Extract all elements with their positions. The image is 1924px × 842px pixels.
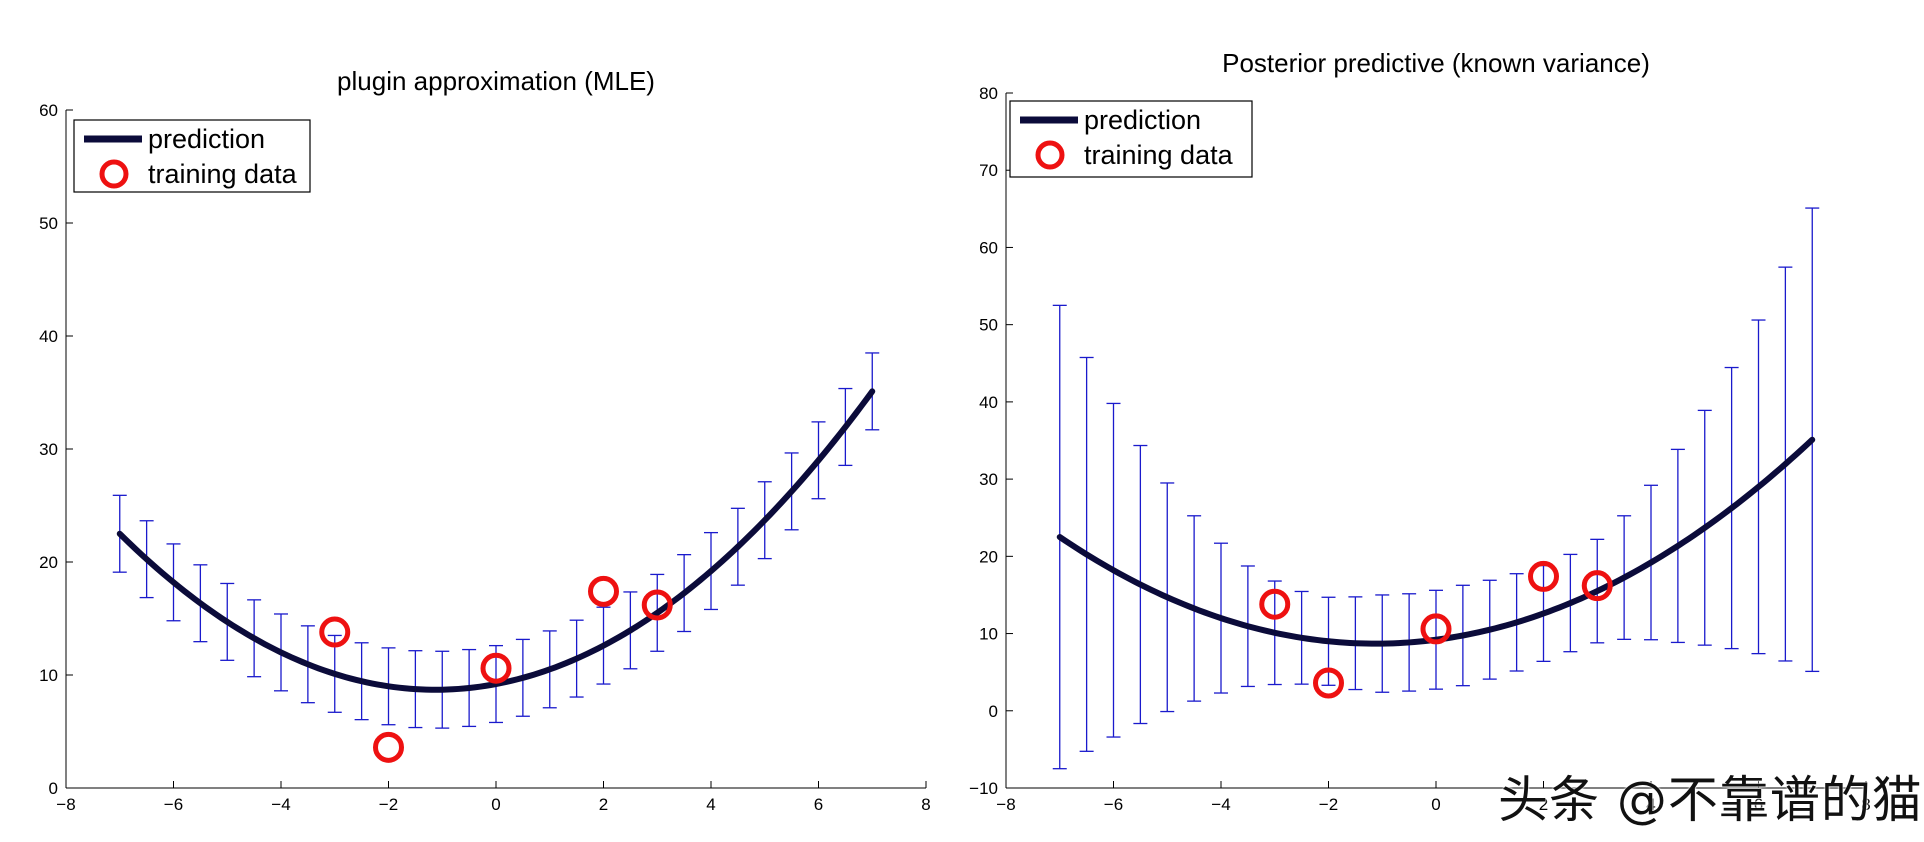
x-tick-label: −4 <box>271 795 290 814</box>
legend-label-prediction: prediction <box>148 124 265 154</box>
x-tick-label: 0 <box>491 795 500 814</box>
y-tick-label: −10 <box>969 779 998 798</box>
training-point <box>1259 588 1291 620</box>
legend-label-training: training data <box>1084 140 1234 170</box>
training-point <box>1581 570 1613 602</box>
y-tick-label: 60 <box>39 101 58 120</box>
prediction-line <box>116 388 876 693</box>
x-tick-label: 6 <box>814 795 823 814</box>
y-tick-label: 0 <box>989 702 998 721</box>
legend-box <box>73 119 311 193</box>
training-point <box>588 575 619 607</box>
training-point <box>1313 667 1344 699</box>
y-tick-label: 20 <box>39 553 58 572</box>
legend-circle-swatch <box>1035 140 1065 170</box>
x-tick-label: −2 <box>1319 795 1338 814</box>
y-tick-label: 70 <box>979 161 998 180</box>
y-tick-label: 30 <box>979 470 998 489</box>
y-tick-label: 80 <box>979 84 998 103</box>
x-tick-label: −8 <box>56 795 75 814</box>
y-tick-label: 30 <box>39 440 58 459</box>
x-tick-label: 4 <box>706 795 715 814</box>
legend: prediction training data <box>73 119 311 193</box>
x-tick-label: −2 <box>379 795 398 814</box>
legend: prediction training data <box>1009 100 1253 178</box>
chart-title: plugin approximation (MLE) <box>337 66 655 96</box>
y-tick-label: 20 <box>979 547 998 566</box>
y-tick-label: 10 <box>979 625 998 644</box>
training-point <box>1528 560 1559 592</box>
x-tick-label: −6 <box>1104 795 1123 814</box>
y-tick-label: 40 <box>39 327 58 346</box>
x-tick-label: 8 <box>921 795 930 814</box>
chart-title: Posterior predictive (known variance) <box>1222 48 1650 78</box>
x-tick-label: −6 <box>164 795 183 814</box>
y-tick-label: 50 <box>39 214 58 233</box>
x-tick-label: 2 <box>1539 795 1548 814</box>
legend-label-prediction: prediction <box>1084 105 1201 135</box>
x-tick-label: 2 <box>599 795 608 814</box>
training-point <box>319 616 351 648</box>
watermark: 头条 @不靠谱的猫 <box>1498 771 1923 829</box>
posterior-plot: Posterior predictive (known variance)−8−… <box>969 48 1871 814</box>
y-tick-label: 0 <box>49 779 58 798</box>
y-tick-label: 60 <box>979 238 998 257</box>
y-tick-label: 40 <box>979 393 998 412</box>
training-point <box>480 652 512 684</box>
x-tick-label: 6 <box>1754 795 1763 814</box>
x-tick-label: 4 <box>1646 795 1655 814</box>
x-tick-label: 8 <box>1861 795 1870 814</box>
y-tick-label: 50 <box>979 316 998 335</box>
legend-box <box>1009 100 1253 178</box>
x-tick-label: −4 <box>1211 795 1230 814</box>
x-tick-label: −8 <box>996 795 1015 814</box>
legend-circle-swatch <box>99 159 129 189</box>
training-point <box>641 589 673 621</box>
training-point <box>373 731 404 763</box>
y-tick-label: 10 <box>39 666 58 685</box>
x-tick-label: 0 <box>1431 795 1440 814</box>
legend-label-training: training data <box>148 159 298 189</box>
mle-plot: plugin approximation (MLE) −8 −6 −4 −2 0 2 4 6 8 0… <box>39 66 931 814</box>
training-point <box>1420 613 1452 645</box>
